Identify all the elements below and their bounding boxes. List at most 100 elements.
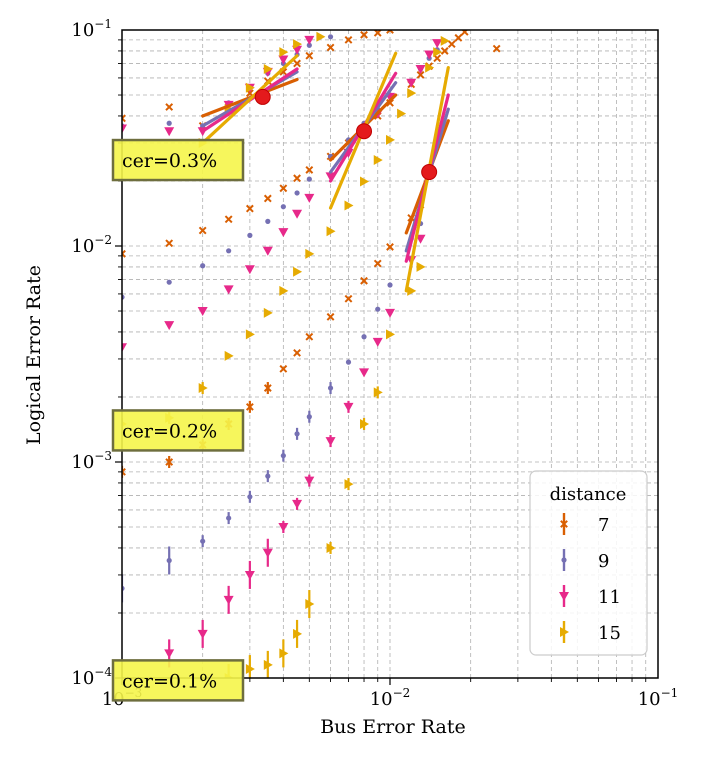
data-point-d7 [122, 467, 126, 476]
data-point-d11 [292, 499, 303, 509]
data-point-d15 [344, 479, 354, 490]
data-point-d9 [294, 190, 300, 196]
data-point-d15 [416, 261, 426, 272]
data-point-d7 [433, 54, 442, 63]
data-point-d9 [387, 282, 393, 288]
data-point-d9 [361, 334, 367, 340]
data-point-d15 [386, 329, 395, 340]
data-point-d7 [416, 70, 425, 79]
data-point-d9 [306, 42, 312, 48]
annotation-box [111, 138, 245, 182]
data-point-d11 [432, 39, 443, 49]
fit-line-d15 [201, 54, 299, 145]
data-point-d9 [226, 515, 232, 521]
data-point-d7 [305, 332, 314, 341]
data-point-d11 [244, 570, 255, 580]
data-point-d7 [326, 43, 335, 52]
data-point-d9 [280, 453, 286, 459]
data-point-d9 [345, 359, 352, 365]
y-tick-label: 10−2 [71, 233, 112, 257]
threshold-points [254, 88, 438, 181]
data-point-d11 [197, 307, 208, 317]
data-point-d7 [440, 47, 449, 55]
legend-label: 11 [598, 587, 621, 608]
x-tick-label: 10−1 [638, 686, 679, 710]
data-point-d15 [245, 329, 255, 340]
data-point-d11 [304, 193, 315, 203]
data-point-d15 [316, 31, 326, 42]
data-point-d15 [293, 39, 303, 50]
data-point-d7 [165, 458, 174, 466]
data-point-d7 [344, 294, 353, 303]
data-point-d7 [305, 166, 314, 174]
annotation-box [111, 409, 245, 452]
data-point-d15 [425, 62, 435, 73]
data-point-d9 [280, 204, 286, 210]
data-point-d15 [263, 63, 273, 74]
data-point-d11 [244, 265, 255, 275]
data-point-d11 [292, 209, 303, 219]
data-point-d11 [278, 55, 289, 65]
data-point-d15 [293, 628, 303, 639]
data-point-d11 [406, 78, 417, 88]
data-point-d7 [198, 226, 207, 235]
data-point-d9 [247, 232, 253, 238]
data-point-d11 [372, 337, 383, 347]
data-point-d7 [386, 243, 394, 251]
data-point-d7 [122, 114, 126, 123]
legend-marker-15 [560, 627, 569, 637]
data-point-d9 [226, 248, 232, 254]
data-point-d7 [245, 402, 254, 411]
data-point-d7 [279, 364, 288, 373]
data-point-d7 [279, 184, 288, 193]
data-point-d7 [293, 174, 301, 183]
threshold-point [421, 164, 438, 181]
data-point-d15 [263, 307, 273, 318]
data-point-d7 [492, 44, 501, 53]
data-point-d15 [373, 155, 383, 166]
data-point-d15 [224, 350, 234, 361]
y-tick-label: 10−3 [71, 449, 112, 473]
data-point-d11 [164, 649, 175, 659]
legend-marker-11 [559, 592, 569, 601]
data-point-d11 [424, 50, 435, 60]
data-point-d15 [326, 542, 336, 553]
data-point-d11 [278, 228, 289, 238]
data-point-d7 [122, 249, 126, 258]
data-point-d7 [344, 35, 353, 44]
threshold-point [254, 88, 271, 105]
data-point-d15 [360, 176, 370, 187]
annotation-text: cer=0.1% [122, 670, 217, 692]
threshold-point [356, 123, 373, 140]
data-point-d9 [200, 263, 206, 269]
annotations: cer=0.3% cer=0.2% cer=0.1% [111, 138, 245, 702]
data-point-d15 [433, 47, 443, 58]
data-point-d9 [200, 538, 206, 544]
data-point-d11 [164, 321, 175, 331]
annotation-box [111, 659, 245, 702]
data-point-d11 [223, 595, 234, 605]
data-point-d15 [245, 82, 255, 93]
data-point-d11 [122, 343, 127, 353]
data-point-d15 [263, 659, 273, 670]
data-point-d9 [265, 218, 271, 224]
data-point-d9 [166, 120, 172, 126]
data-point-d11 [262, 246, 273, 256]
data-point-d15 [305, 248, 315, 259]
data-point-d9 [166, 557, 172, 564]
data-point-d15 [344, 200, 354, 211]
y-axis-label: Logical Error Rate [23, 265, 45, 445]
legend-label: 9 [598, 551, 609, 572]
data-point-d15 [279, 47, 289, 58]
legend-label: 7 [598, 515, 609, 536]
data-point-d15 [397, 108, 407, 119]
data-point-d7 [263, 384, 272, 392]
data-point-d15 [407, 88, 417, 99]
data-point-d15 [198, 383, 208, 394]
data-point-d7 [447, 40, 456, 49]
data-point-d11 [197, 629, 208, 639]
data-point-d15 [293, 266, 303, 277]
annotation-text: cer=0.2% [122, 420, 217, 442]
data-point-d15 [279, 648, 289, 659]
data-point-d11 [223, 285, 234, 295]
